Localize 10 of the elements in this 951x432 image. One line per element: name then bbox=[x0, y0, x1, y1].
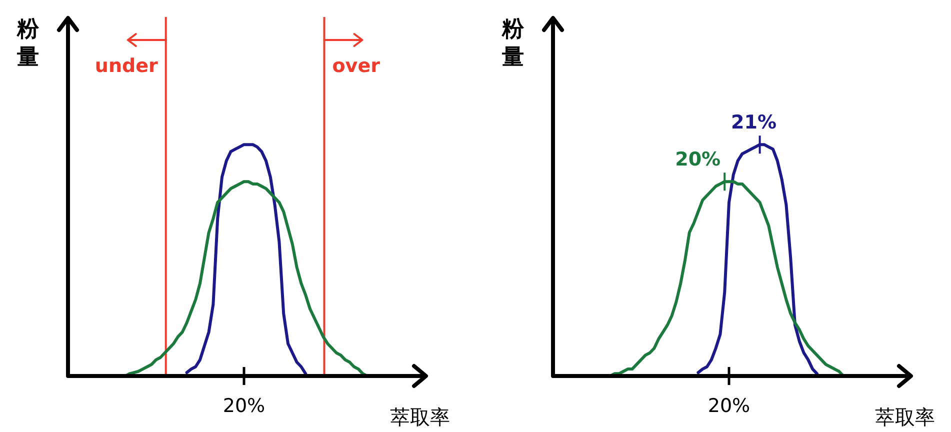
text: 21% bbox=[731, 112, 777, 134]
text: over bbox=[332, 55, 380, 77]
x-axis-title: 萃取率 bbox=[875, 405, 935, 429]
text: 20% bbox=[222, 395, 266, 417]
y-axis-title: 粉量 bbox=[16, 17, 40, 70]
text: under bbox=[94, 55, 158, 77]
annotation: 20% bbox=[675, 148, 721, 171]
y-axis-title: 粉量 bbox=[501, 17, 525, 70]
x-axis-title: 萃取率 bbox=[390, 405, 450, 429]
text: 20% bbox=[708, 395, 750, 417]
